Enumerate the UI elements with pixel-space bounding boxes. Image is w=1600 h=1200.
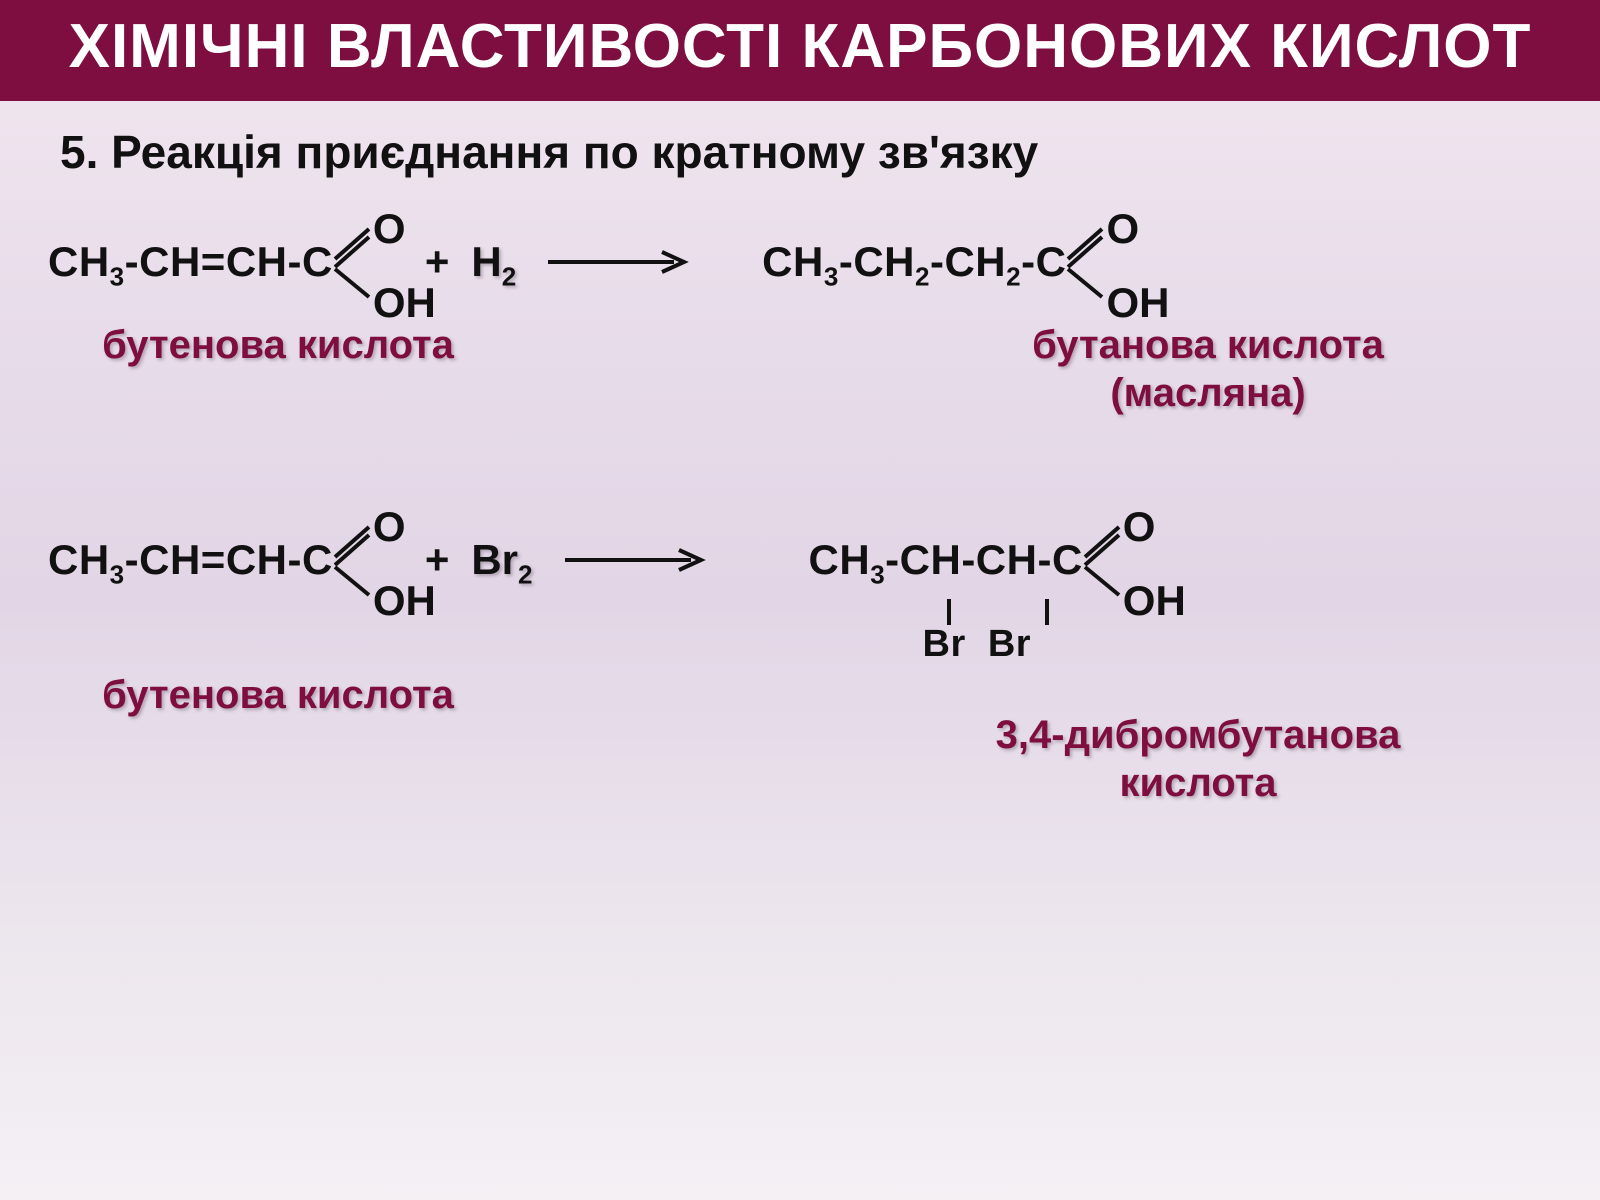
r1-reactant-chain: CH3-CH=CH-C xyxy=(48,238,333,286)
r2-product-chain: CH3-CH-CH-C xyxy=(809,536,1083,584)
cooh-bottom-atom: OH xyxy=(373,577,436,625)
cooh-bottom-atom: OH xyxy=(1106,279,1169,327)
r2-product-name-line1: 3,4-дибромбутанова xyxy=(996,711,1401,759)
r2-product-name-line2: кислота xyxy=(1119,759,1276,807)
reaction-2-row: CH3-CH=CH-C O OH + Br2 CH3-CH xyxy=(48,505,1552,615)
r2-reactant-name: бутенова кислота xyxy=(48,671,508,807)
r1-reactant-name: бутенова кислота xyxy=(48,321,508,417)
content-area: CH3-CH=CH-C O OH + H2 CH3-CH2-CH2-C xyxy=(0,207,1600,807)
r1-names-row: бутенова кислота бутанова кислота (масля… xyxy=(48,321,1552,417)
r1-product-chain: CH3-CH2-CH2-C xyxy=(762,238,1066,286)
cooh-top-atom: O xyxy=(373,503,406,551)
r2-reactant-molecule: CH3-CH=CH-C O OH xyxy=(48,505,403,615)
r1-product-name-line2: (масляна) xyxy=(1110,369,1305,417)
cooh-top-atom: O xyxy=(373,205,406,253)
r1-product-cooh: O OH xyxy=(1066,207,1136,317)
r2-product-molecule: CH3-CH-CH-C O OH Br Br xyxy=(809,505,1153,615)
reaction-arrow-icon xyxy=(544,247,694,277)
title-band: ХІМІЧНІ ВЛАСТИВОСТІ КАРБОНОВИХ КИСЛОТ xyxy=(0,0,1600,101)
r1-product-name-line1: бутанова кислота xyxy=(1032,321,1384,369)
r2-product-br-line: Br Br xyxy=(923,623,1032,666)
r1-reactant-molecule: CH3-CH=CH-C O OH xyxy=(48,207,403,317)
r2-reagent: Br2 xyxy=(471,536,532,584)
r1-product-molecule: CH3-CH2-CH2-C O OH xyxy=(762,207,1136,317)
r2-names-row: бутенова кислота 3,4-дибромбутанова кисл… xyxy=(48,671,1552,807)
cooh-top-atom: O xyxy=(1106,205,1139,253)
r1-reagent: H2 xyxy=(471,238,516,286)
reaction-1-row: CH3-CH=CH-C O OH + H2 CH3-CH2-CH2-C xyxy=(48,207,1552,317)
reaction-arrow-icon xyxy=(561,545,711,575)
r2-reactant-cooh: O OH xyxy=(333,505,403,615)
r2-reactant-chain: CH3-CH=CH-C xyxy=(48,536,333,584)
section-subtitle: 5. Реакція приєднання по кратному зв'язк… xyxy=(0,101,1600,189)
cooh-bottom-atom: OH xyxy=(373,279,436,327)
cooh-top-atom: O xyxy=(1123,503,1156,551)
r1-reactant-cooh: O OH xyxy=(333,207,403,317)
